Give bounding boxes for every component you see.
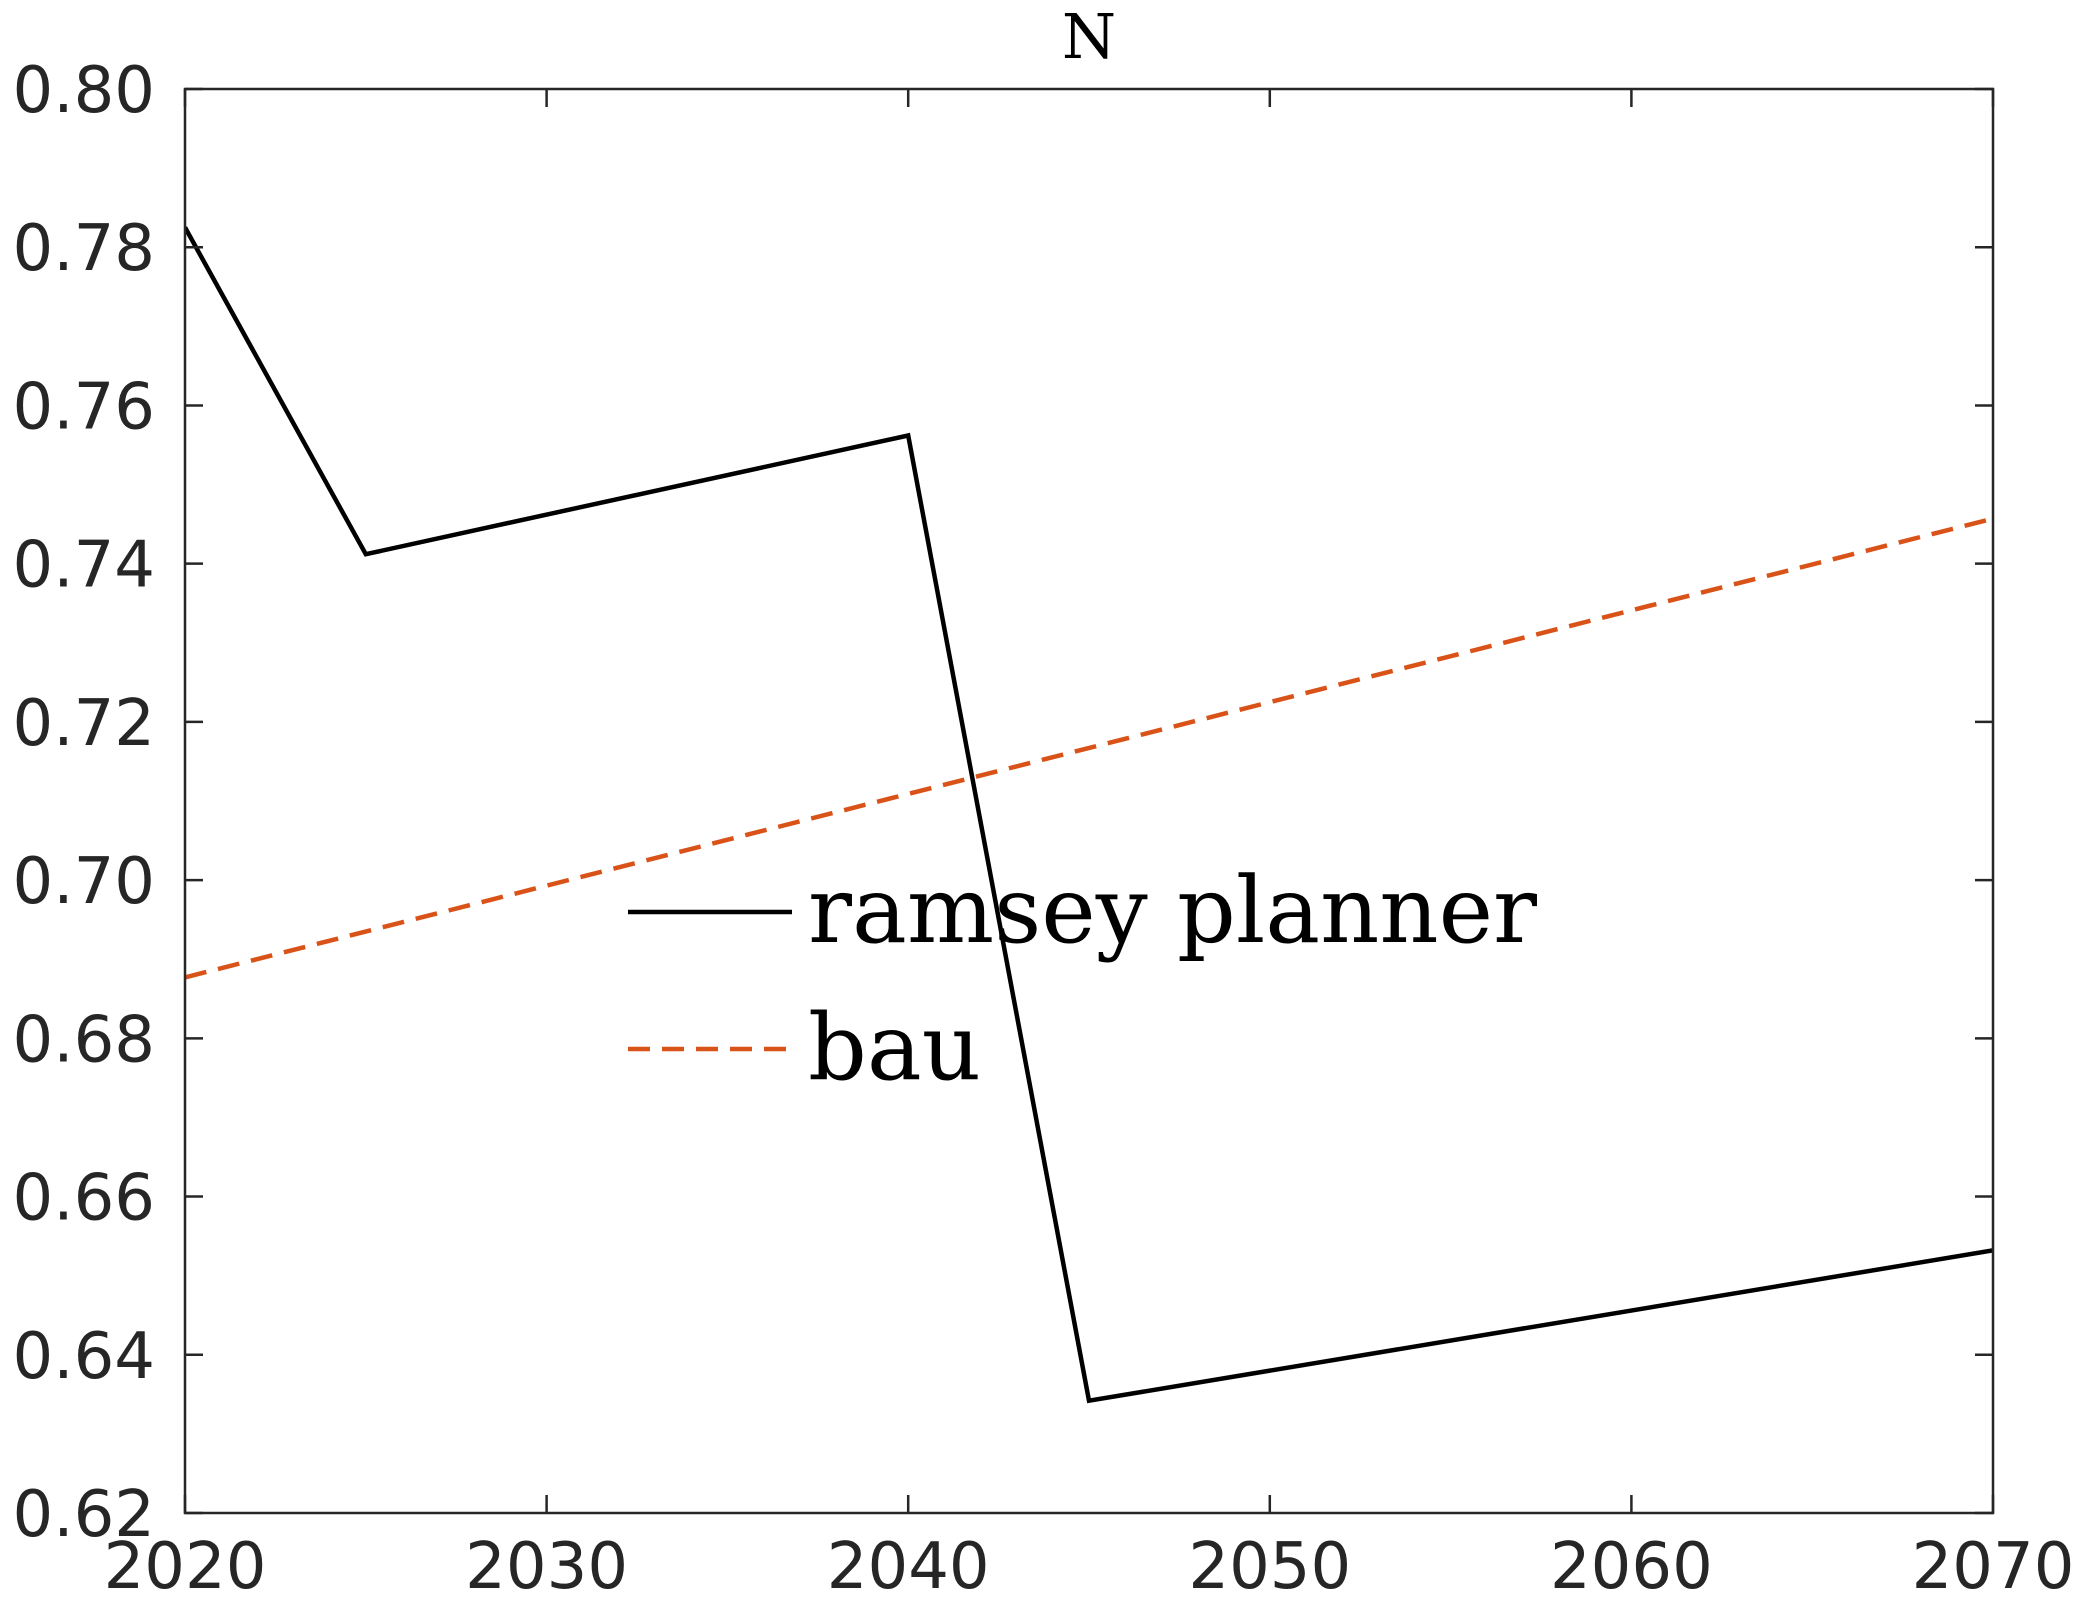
y-tick-label: 0.62 [13,1478,156,1552]
axes: 2020 2030 2040 2050 2060 2070 0.62 0.64 0.66 0.68… [13,54,2075,1604]
y-tick-label: 0.66 [13,1162,156,1236]
legend-label-2: bau [808,994,981,1101]
chart-title: N [1062,0,1116,73]
y-tick-label: 0.76 [13,370,156,444]
y-tick-label: 0.80 [13,54,156,128]
legend: ramsey planner bau [628,857,1537,1101]
y-tick-label: 0.72 [13,687,156,761]
y-tick-label: 0.74 [13,529,156,603]
legend-label-1: ramsey planner [808,857,1537,964]
series-line-2 [185,516,1993,980]
y-tick-label: 0.64 [13,1320,156,1394]
x-tick-label: 2020 [104,1530,267,1604]
x-tick-label: 2050 [1188,1530,1351,1604]
y-tick-label: 0.68 [13,1003,156,1077]
series-layer [185,226,1993,1404]
x-tick-label: 2060 [1550,1530,1713,1604]
plot-area [185,89,1993,1513]
series-line-1 [185,226,1993,1404]
x-tick-label: 2040 [827,1530,990,1604]
x-tick-label: 2070 [1912,1530,2075,1604]
x-tick-label: 2030 [465,1530,628,1604]
axes-box [183,87,1995,1515]
y-tick-label: 0.78 [13,212,156,286]
y-tick-label: 0.70 [13,845,156,919]
